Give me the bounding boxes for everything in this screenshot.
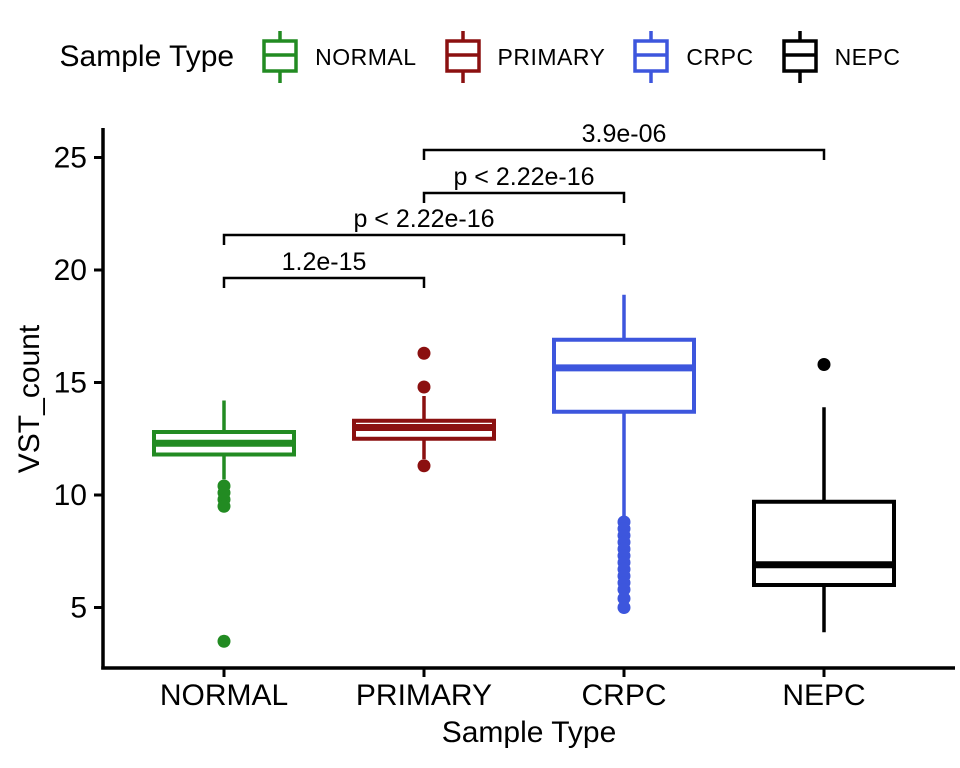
outlier-dot-primary <box>417 459 431 473</box>
significance-label: p < 2.22e-16 <box>353 205 494 233</box>
outlier-dot-normal <box>217 499 231 513</box>
y-tick-label: 5 <box>70 592 87 625</box>
x-tick-label: PRIMARY <box>356 679 492 712</box>
significance-bracket <box>222 233 626 245</box>
legend-item-primary: PRIMARY <box>443 29 606 85</box>
outlier-dot-primary <box>417 380 431 394</box>
legend-item-crpc: CRPC <box>631 29 753 85</box>
legend-item-label: CRPC <box>686 43 754 70</box>
outlier-dot-normal <box>217 634 231 648</box>
box-crpc <box>552 337 696 414</box>
boxplot-key-icon <box>781 31 818 83</box>
boxplot-key-icon <box>262 31 298 83</box>
legend-item-label: NEPC <box>834 43 901 70</box>
legend-item-normal: NORMAL <box>260 29 416 85</box>
legend-item-label: NORMAL <box>315 43 417 70</box>
outlier-dot-crpc <box>617 601 631 614</box>
y-axis-title: VST_count <box>13 324 46 474</box>
legend: Sample Type NORMAL PRIMARY CRPC NEPC <box>0 24 960 90</box>
significance-bracket <box>222 276 426 288</box>
y-tick-label: 20 <box>54 254 87 287</box>
box-nepc <box>752 499 896 587</box>
legend-title: Sample Type <box>59 40 235 73</box>
x-axis-title: Sample Type <box>441 716 617 749</box>
significance-label: p < 2.22e-16 <box>453 163 594 191</box>
legend-item-nepc: NEPC <box>780 29 901 85</box>
x-tick-label: CRPC <box>581 679 666 712</box>
significance-bracket <box>422 191 626 203</box>
legend-items: NORMAL PRIMARY CRPC NEPC <box>260 29 900 85</box>
x-tick-label: NORMAL <box>160 679 288 712</box>
y-tick-label: 15 <box>54 367 87 400</box>
y-tick-label: 25 <box>54 142 87 175</box>
legend-item-label: PRIMARY <box>497 43 606 70</box>
significance-label: 1.2e-15 <box>282 248 367 276</box>
outlier-dot-crpc <box>617 583 631 596</box>
outlier-dot-crpc <box>617 592 631 605</box>
boxplot-key-icon <box>633 31 670 83</box>
y-tick-label: 10 <box>54 479 87 512</box>
boxplot-key-icon <box>444 31 481 83</box>
significance-bracket <box>422 148 826 160</box>
outlier-dot-primary <box>417 346 431 360</box>
outlier-dot-nepc <box>817 358 831 371</box>
x-tick-label: NEPC <box>782 679 865 712</box>
significance-label: 3.9e-06 <box>582 120 667 148</box>
